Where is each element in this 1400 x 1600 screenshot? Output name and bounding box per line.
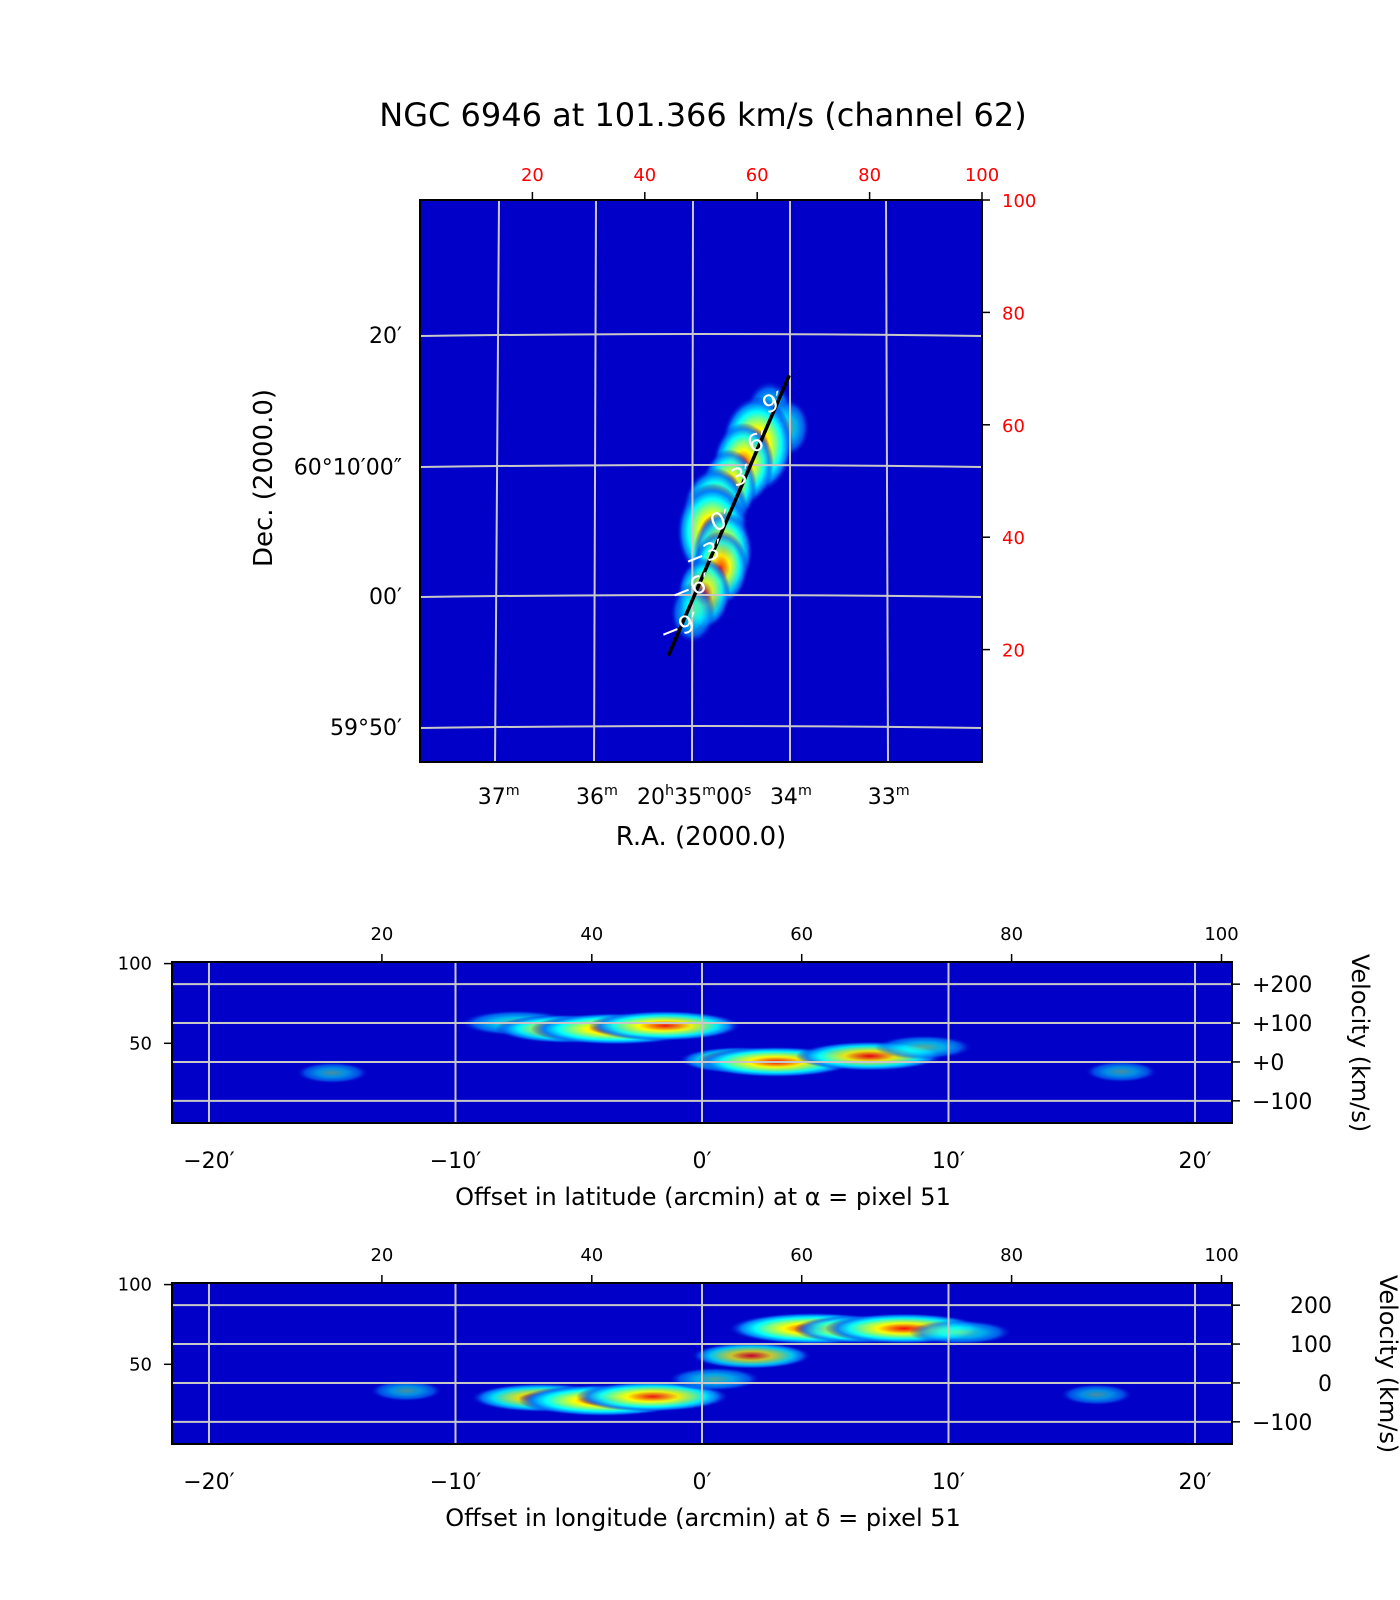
pv-emission-blob-9 xyxy=(369,1380,443,1402)
ra-grid-36m xyxy=(593,200,597,762)
pv1-emission xyxy=(295,1010,1158,1084)
map-emission xyxy=(670,380,810,644)
pv-left-pixel-tick-label: 50 xyxy=(129,1354,152,1375)
pv2-grid xyxy=(172,1283,1232,1444)
pv2-frame xyxy=(171,1282,1233,1445)
dec-grid-5950 xyxy=(420,725,982,729)
velocity-tick-label: +0 xyxy=(1252,1051,1284,1076)
map-xlabel: R.A. (2000.0) xyxy=(616,822,787,852)
ra-tick-label: 37m xyxy=(478,783,520,810)
pv-top-pixel-tick-label: 80 xyxy=(1000,924,1023,945)
ra-grid-33m xyxy=(885,200,889,762)
right-pixel-tick-label: 20 xyxy=(1002,641,1025,662)
ra-tick-label: 33m xyxy=(868,783,910,810)
pv-top-pixel-tick-label: 40 xyxy=(580,924,603,945)
ra-grid-35m xyxy=(691,200,694,762)
velocity-tick-label: 100 xyxy=(1290,1333,1332,1358)
pv-emission-blob-10 xyxy=(1059,1383,1134,1406)
pv-emission-blob-3 xyxy=(667,1367,761,1391)
dec-tick-label: 59°50′ xyxy=(330,716,402,741)
dec-grid-10 xyxy=(420,464,982,468)
pv1-ticks: −20′ −10′ 0′ 10′ 20′ 20 40 60 80 100 100 50 +200 +100… xyxy=(118,924,1313,1174)
pv-top-pixel-tick-label: 80 xyxy=(1000,1245,1023,1266)
pv-left-pixel-tick-label: 100 xyxy=(118,1275,152,1296)
pv-emission-blob-8 xyxy=(908,1319,1013,1345)
pv-emission-blob-7 xyxy=(874,1035,974,1060)
map-right-pixel-ticks: 100 80 60 40 20 xyxy=(982,191,1036,662)
dec-grid-20 xyxy=(420,333,982,337)
dec-tick-label: 60°10′00″ xyxy=(294,455,402,480)
pv-top-pixel-tick-label: 60 xyxy=(790,924,813,945)
pv-latitude-panel: −20′ −10′ 0′ 10′ 20′ 20 40 60 80 100 100 50 +200 +100… xyxy=(118,924,1374,1211)
offset-tick-label: 0′ xyxy=(693,1149,712,1174)
pv2-emission xyxy=(369,1312,1134,1417)
channel-map-panel: −9′−6′−3′0′3′6′9′ 20 40 60 80 100 1008060402… xyxy=(249,165,1036,852)
offset-tick-label: 10′ xyxy=(932,1149,965,1174)
slice-line xyxy=(666,374,791,657)
offset-tick-label: −20′ xyxy=(183,1149,234,1174)
velocity-tick-label: +200 xyxy=(1252,973,1312,998)
pv-emission-blob-8 xyxy=(295,1062,369,1084)
pv-left-pixel-tick-label: 100 xyxy=(118,954,152,975)
pv2-ticks: −20′ −10′ 0′ 10′ 20′ 20 40 60 80 100 100 50 200 100 0−… xyxy=(118,1245,1332,1495)
slice-line-group: −9′−6′−3′0′3′6′9′ xyxy=(656,374,791,657)
pv1-frame xyxy=(171,961,1233,1124)
dec-tick-label: 20′ xyxy=(369,324,402,349)
pv2-xlabel: Offset in longitude (arcmin) at δ = pixe… xyxy=(445,1504,961,1532)
map-dec-tick-labels: 20′ 60°10′00″ 00′ 59°50′ xyxy=(294,324,402,741)
map-grid xyxy=(420,200,982,762)
offset-tick-label: −10′ xyxy=(430,1470,481,1495)
ra-grid-37m xyxy=(494,200,500,762)
right-pixel-tick-label: 80 xyxy=(1002,303,1025,324)
pv-emission-blob-3 xyxy=(588,1010,742,1041)
right-pixel-tick-label: 40 xyxy=(1002,528,1025,549)
pv-top-pixel-tick-label: 100 xyxy=(1204,1245,1238,1266)
pv-top-pixel-tick-label: 40 xyxy=(580,1245,603,1266)
pv-top-pixel-tick-label: 100 xyxy=(1204,924,1238,945)
pv1-xlabel: Offset in latitude (arcmin) at α = pixel… xyxy=(455,1183,951,1211)
pv1-ylabel: Velocity (km/s) xyxy=(1346,954,1374,1132)
map-ra-tick-labels: 37m 36m 20h35m00s 34m 33m xyxy=(478,783,910,810)
right-pixel-tick-label: 100 xyxy=(1002,191,1036,212)
pv-emission-blob-9 xyxy=(1084,1060,1158,1083)
velocity-tick-label: +100 xyxy=(1252,1012,1312,1037)
map-title: NGC 6946 at 101.366 km/s (channel 62) xyxy=(379,96,1027,134)
right-pixel-tick-label: 60 xyxy=(1002,416,1025,437)
offset-tick-label: 10′ xyxy=(932,1470,965,1495)
offset-tick-label: −10′ xyxy=(430,1149,481,1174)
pv-top-pixel-tick-label: 20 xyxy=(370,924,393,945)
velocity-tick-label: −100 xyxy=(1252,1411,1312,1436)
pv1-grid xyxy=(172,962,1232,1123)
pv2-ylabel: Velocity (km/s) xyxy=(1374,1275,1400,1453)
offset-tick-label: 20′ xyxy=(1179,1470,1212,1495)
velocity-tick-label: −100 xyxy=(1252,1090,1312,1115)
offset-tick-label: 20′ xyxy=(1179,1149,1212,1174)
offset-tick-label: 0′ xyxy=(693,1470,712,1495)
map-frame xyxy=(419,199,983,763)
pv-left-pixel-tick-label: 50 xyxy=(129,1033,152,1054)
top-pixel-tick-label: 20 xyxy=(521,165,544,186)
velocity-tick-label: 200 xyxy=(1290,1294,1332,1319)
top-pixel-tick-label: 40 xyxy=(633,165,656,186)
top-pixel-tick-label: 80 xyxy=(858,165,881,186)
map-ylabel: Dec. (2000.0) xyxy=(249,389,279,567)
pv-top-pixel-tick-label: 60 xyxy=(790,1245,813,1266)
pv-top-pixel-tick-label: 20 xyxy=(370,1245,393,1266)
pv-longitude-panel: −20′ −10′ 0′ 10′ 20′ 20 40 60 80 100 100 50 200 100 0−… xyxy=(118,1245,1400,1532)
dec-tick-label: 00′ xyxy=(369,585,402,610)
map-top-pixel-ticks: 20 40 60 80 100 xyxy=(521,165,999,200)
ra-tick-label: 36m xyxy=(576,783,618,810)
velocity-tick-label: 0 xyxy=(1318,1372,1332,1397)
ra-tick-label: 34m xyxy=(770,783,812,810)
offset-tick-label: −20′ xyxy=(183,1470,234,1495)
top-pixel-tick-label: 100 xyxy=(965,165,999,186)
ra-tick-label: 20h35m00s xyxy=(637,783,751,810)
top-pixel-tick-label: 60 xyxy=(746,165,769,186)
dec-grid-00 xyxy=(420,594,982,598)
pv-emission-blob-4 xyxy=(691,1342,812,1370)
